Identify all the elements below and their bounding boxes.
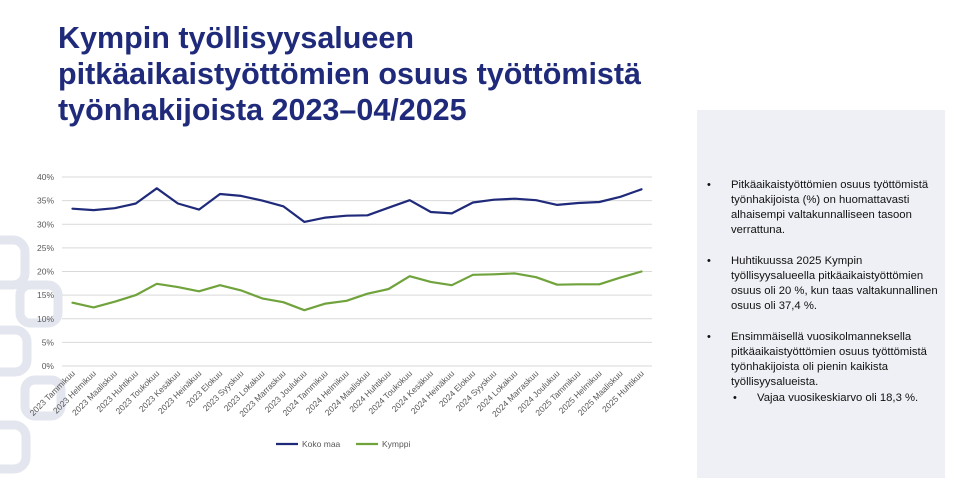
line-chart: 0% 5% 10% 15% 20% 25% 30% 35% 40% 2023 Tammikuu2… [28,172,652,449]
data-point [640,270,643,273]
y-tick-label: 20% [37,267,54,277]
data-point [388,207,390,209]
bullet-item: • Ensimmäisellä vuosikolmanneksella pitkä… [707,331,927,388]
y-tick-label: 10% [37,314,54,324]
data-point [282,205,284,207]
data-point [156,283,158,285]
data-point [472,274,474,276]
data-point [619,277,621,279]
data-point [619,196,621,198]
data-point [577,283,579,285]
chart-legend: Koko maa Kymppi [276,439,410,449]
data-point [388,288,390,290]
data-point [598,283,600,285]
data-point [324,217,326,219]
y-tick-label: 35% [37,196,54,206]
y-tick-label: 40% [37,172,54,182]
data-point [261,200,263,202]
bullet-list: • Pitkäaikaistyöttömien osuus työttömistä… [697,178,945,422]
bullet-text: Pitkäaikaistyöttömien osuus työttömistä … [731,179,929,236]
data-point [135,202,137,205]
data-point [303,309,305,311]
page-title: Kympin työllisyysalueen pitkäaikaistyött… [58,21,641,127]
bullet-item: • Pitkäaikaistyöttömien osuus työttömistä… [707,179,929,236]
data-point [198,209,200,211]
data-point [198,290,200,292]
y-tick-label: 15% [37,290,54,300]
bullet-text: Huhtikuussa 2025 Kympin työllisyysalueel… [731,255,938,312]
data-point [177,202,179,205]
data-point [514,198,516,200]
data-point [366,214,369,216]
data-point [93,209,95,211]
data-point [598,201,600,203]
decorative-pattern [0,235,66,474]
data-point [71,302,74,304]
data-point [345,300,348,302]
data-point [493,199,495,201]
data-point [240,195,242,197]
data-point [303,221,305,223]
y-tick-label: 25% [37,243,54,253]
sub-bullet-text: Vajaa vuosikeskiarvo oli 18,3 %. [757,392,919,404]
data-point [535,276,537,278]
data-point [451,212,453,214]
data-point [514,272,516,274]
chart-series [71,187,643,312]
y-tick-label: 30% [37,219,54,229]
data-point [324,303,326,305]
data-point [556,284,558,286]
data-point [156,187,158,189]
data-point [135,294,137,296]
data-point [177,286,179,288]
data-point [409,199,411,201]
legend-label: Koko maa [302,439,341,449]
data-point [219,284,221,286]
data-point [93,306,95,309]
data-point [493,273,495,275]
data-point [345,215,348,217]
data-point [240,289,242,291]
data-point [430,281,432,283]
data-point [282,301,284,303]
sub-bullet-item: • Vajaa vuosikeskiarvo oli 18,3 %. [733,392,919,404]
y-tick-label: 5% [42,337,55,347]
data-point [114,301,116,303]
y-axis-ticks: 0% 5% 10% 15% 20% 25% 30% 35% 40% [37,172,54,371]
data-point [556,204,558,206]
bullet-text: Ensimmäisellä vuosikolmanneksella pitkäa… [731,331,927,388]
data-point [535,199,537,201]
info-panel: • Pitkäaikaistyöttömien osuus työttömistä… [697,110,945,478]
bullet-item: • Huhtikuussa 2025 Kympin työllisyysaluee… [707,255,938,312]
chart-gridlines [62,176,652,367]
data-point [430,211,432,213]
data-point [577,202,579,204]
series-line-koko-maa [71,187,643,224]
data-point [261,297,263,300]
data-point [219,193,221,195]
data-point [409,275,411,277]
data-point [640,188,643,190]
data-point [451,284,453,286]
legend-label: Kymppi [382,439,410,449]
y-tick-label: 0% [42,361,55,371]
data-point [366,293,369,295]
data-point [71,208,74,210]
data-point [114,207,116,209]
series-line-kymppi [71,270,643,312]
data-point [472,201,474,204]
